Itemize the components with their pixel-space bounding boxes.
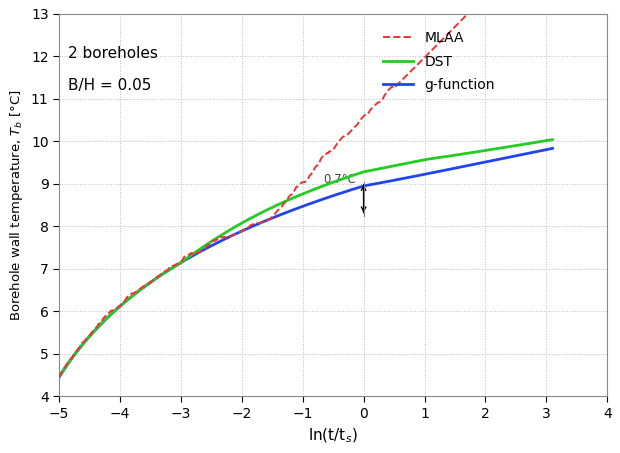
Text: 2 boreholes: 2 boreholes	[68, 46, 158, 61]
Text: B/H = 0.05: B/H = 0.05	[68, 77, 151, 92]
X-axis label: ln(t/t$_s$): ln(t/t$_s$)	[308, 426, 358, 445]
Y-axis label: Borehole wall temperature, $T_b$ [°C]: Borehole wall temperature, $T_b$ [°C]	[8, 89, 25, 321]
Text: 0.7°C: 0.7°C	[324, 173, 356, 186]
Legend: MLAA, DST, g-function: MLAA, DST, g-function	[377, 25, 500, 98]
